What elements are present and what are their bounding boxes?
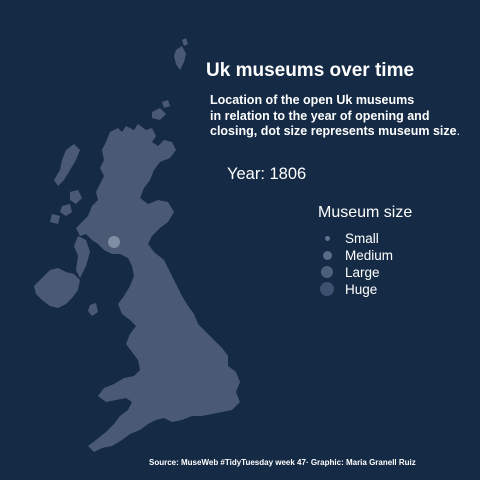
isle-of-man	[88, 303, 98, 316]
subtitle-text: Location of the open Uk museums in relat…	[210, 93, 457, 138]
source-caption: Source: MuseWeb #TidyTuesday week 47· Gr…	[149, 458, 416, 467]
shetland-islands-2	[182, 38, 188, 46]
great-britain-landmass	[76, 124, 240, 452]
map-subtitle: Location of the open Uk museums in relat…	[210, 93, 460, 140]
legend-label-large: Large	[345, 265, 380, 280]
inner-hebrides-2	[60, 204, 72, 216]
legend-title: Museum size	[318, 204, 413, 221]
inner-hebrides-1	[70, 190, 82, 204]
shetland-islands	[174, 46, 186, 70]
orkney-islands	[152, 108, 166, 120]
kintyre-peninsula	[74, 236, 90, 278]
map-title: Uk museums over time	[206, 60, 415, 81]
legend-label-medium: Medium	[345, 248, 394, 263]
legend-symbol-huge	[320, 282, 334, 296]
subtitle-end: .	[456, 124, 461, 138]
outer-hebrides	[54, 144, 80, 186]
orkney-islands-2	[162, 100, 170, 108]
inner-hebrides-3	[50, 214, 60, 224]
museum-dot	[108, 236, 120, 248]
legend-label-huge: Huge	[345, 282, 378, 297]
legend-label-small: Small	[345, 231, 379, 246]
northern-ireland	[34, 268, 80, 308]
legend-symbol-small	[325, 236, 330, 241]
year-label: Year: 1806	[227, 165, 307, 183]
legend-symbol-medium	[323, 251, 332, 260]
legend-symbol-large	[321, 266, 333, 278]
